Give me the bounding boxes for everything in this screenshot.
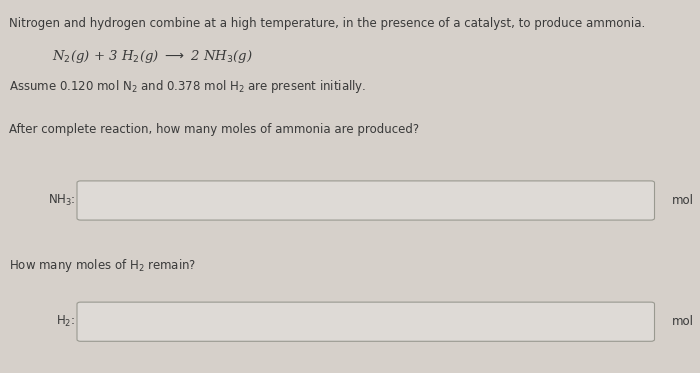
- Text: Assume 0.120 mol N$_2$ and 0.378 mol H$_2$ are present initially.: Assume 0.120 mol N$_2$ and 0.378 mol H$_…: [9, 78, 366, 95]
- Text: After complete reaction, how many moles of ammonia are produced?: After complete reaction, how many moles …: [9, 123, 419, 136]
- FancyBboxPatch shape: [77, 302, 654, 341]
- Text: mol: mol: [672, 194, 694, 207]
- Text: NH$_3$:: NH$_3$:: [48, 193, 76, 208]
- Text: mol: mol: [672, 315, 694, 328]
- Text: N$_2$(g) + 3 H$_2$(g) $\longrightarrow$ 2 NH$_3$(g): N$_2$(g) + 3 H$_2$(g) $\longrightarrow$ …: [52, 48, 253, 66]
- Text: H$_2$:: H$_2$:: [57, 314, 76, 329]
- Text: Nitrogen and hydrogen combine at a high temperature, in the presence of a cataly: Nitrogen and hydrogen combine at a high …: [9, 17, 645, 30]
- FancyBboxPatch shape: [77, 181, 654, 220]
- Text: How many moles of H$_2$ remain?: How many moles of H$_2$ remain?: [9, 257, 197, 275]
